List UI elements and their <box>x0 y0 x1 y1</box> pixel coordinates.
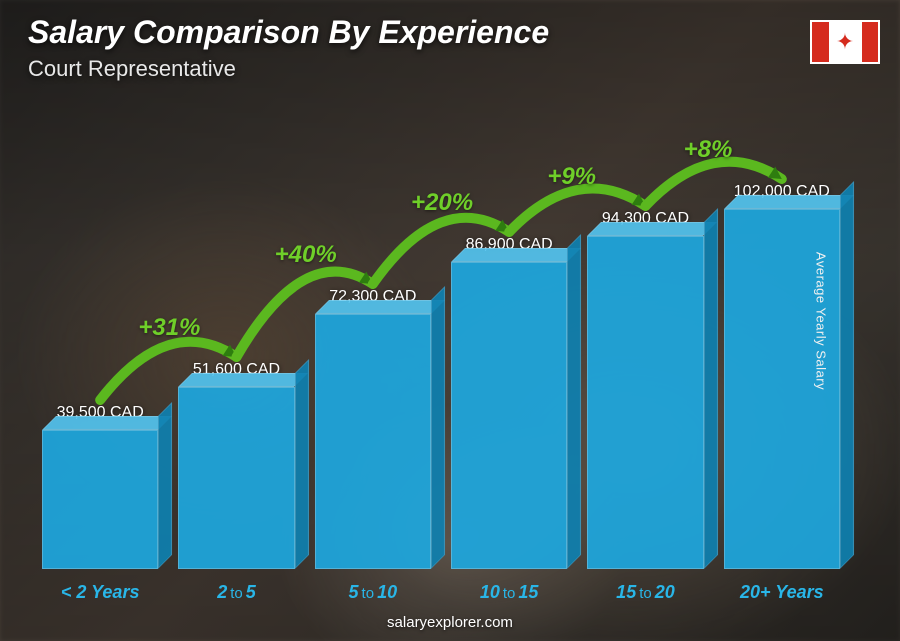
footer-source: salaryexplorer.com <box>0 614 900 631</box>
bar-chart: 39,500 CAD< 2 Years51,600 CAD2to572,300 … <box>42 130 840 569</box>
x-axis-label: 2to5 <box>217 582 256 603</box>
bar-shape <box>178 387 294 569</box>
x-axis-label: < 2 Years <box>61 582 140 603</box>
bar-shape <box>587 236 703 569</box>
bar-2: 72,300 CAD5to10 <box>315 288 431 569</box>
bar-shape <box>315 314 431 569</box>
bar-3: 86,900 CAD10to15 <box>451 236 567 569</box>
country-flag-canada: ✦ <box>810 20 880 64</box>
chart-subtitle: Court Representative <box>28 56 236 82</box>
increase-pct-label: +20% <box>411 189 473 217</box>
y-axis-label: Average Yearly Salary <box>813 251 828 389</box>
maple-leaf-icon: ✦ <box>836 31 854 53</box>
x-axis-label: 15to20 <box>616 582 675 603</box>
increase-pct-label: +31% <box>138 314 200 342</box>
increase-pct-label: +9% <box>547 163 596 191</box>
x-axis-label: 5to10 <box>349 582 398 603</box>
bar-shape <box>451 262 567 569</box>
bar-1: 51,600 CAD2to5 <box>178 361 294 569</box>
x-axis-label: 10to15 <box>480 582 539 603</box>
chart-title: Salary Comparison By Experience <box>28 14 549 51</box>
x-axis-label: 20+ Years <box>740 582 824 603</box>
increase-pct-label: +40% <box>275 241 337 269</box>
increase-pct-label: +8% <box>684 136 733 164</box>
bar-4: 94,300 CAD15to20 <box>587 210 703 569</box>
bar-shape <box>42 430 158 569</box>
bar-0: 39,500 CAD< 2 Years <box>42 404 158 569</box>
